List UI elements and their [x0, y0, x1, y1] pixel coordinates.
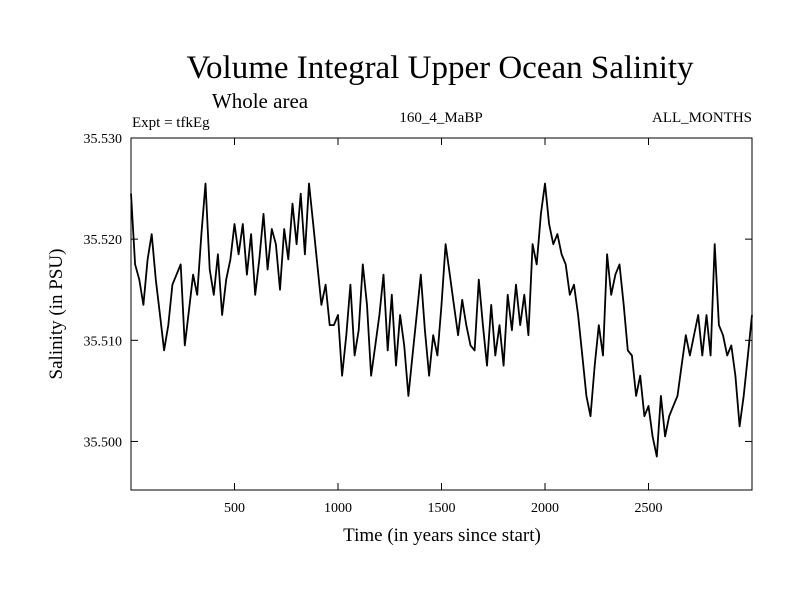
chart-subtitle: Whole area: [212, 89, 309, 113]
y-axis-label: Salinity (in PSU): [46, 249, 67, 380]
x-tick-label: 1500: [428, 501, 456, 516]
y-tick-label: 35.520: [84, 233, 123, 248]
x-axis: 500 1000 1500 2000 2500: [224, 138, 663, 516]
x-tick-label: 2000: [531, 501, 559, 516]
experiment-label: Expt = tfkEg: [132, 115, 210, 131]
x-tick-label: 500: [224, 501, 245, 516]
x-tick-label: 2500: [635, 501, 663, 516]
y-tick-label: 35.530: [84, 132, 123, 147]
y-tick-label: 35.510: [84, 334, 123, 349]
y-axis: 35.500 35.510 35.520 35.530: [84, 132, 752, 450]
months-label: ALL_MONTHS: [652, 110, 752, 126]
chart-title: Volume Integral Upper Ocean Salinity: [186, 50, 694, 86]
y-tick-label: 35.500: [84, 435, 123, 450]
x-tick-label: 1000: [324, 501, 352, 516]
run-label: 160_4_MaBP: [399, 110, 482, 126]
salinity-series-line: [130, 182, 753, 458]
x-axis-label: Time (in years since start): [343, 525, 541, 546]
